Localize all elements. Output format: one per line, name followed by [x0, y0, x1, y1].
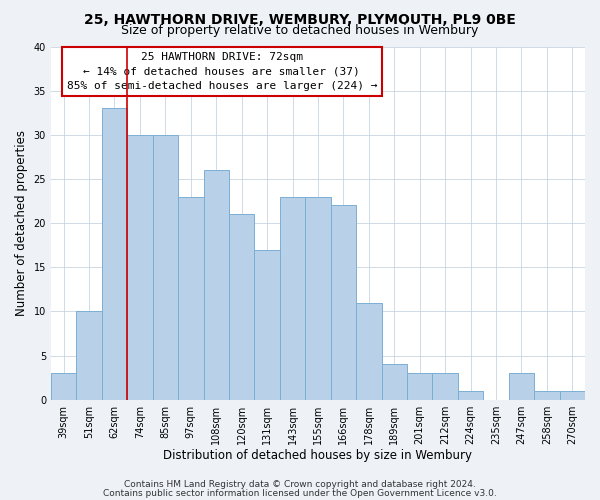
Bar	[51, 373, 76, 400]
Bar	[407, 373, 433, 400]
Text: 25 HAWTHORN DRIVE: 72sqm
← 14% of detached houses are smaller (37)
85% of semi-d: 25 HAWTHORN DRIVE: 72sqm ← 14% of detach…	[67, 52, 377, 92]
Bar	[152, 135, 178, 400]
Bar	[534, 391, 560, 400]
Bar	[280, 196, 305, 400]
Bar	[229, 214, 254, 400]
Bar	[178, 196, 203, 400]
Bar	[254, 250, 280, 400]
Text: 25, HAWTHORN DRIVE, WEMBURY, PLYMOUTH, PL9 0BE: 25, HAWTHORN DRIVE, WEMBURY, PLYMOUTH, P…	[84, 12, 516, 26]
Text: Contains HM Land Registry data © Crown copyright and database right 2024.: Contains HM Land Registry data © Crown c…	[124, 480, 476, 489]
Bar	[509, 373, 534, 400]
Bar	[433, 373, 458, 400]
Bar	[127, 135, 152, 400]
Bar	[102, 108, 127, 400]
Bar	[76, 312, 102, 400]
Bar	[560, 391, 585, 400]
Bar	[331, 206, 356, 400]
Text: Contains public sector information licensed under the Open Government Licence v3: Contains public sector information licen…	[103, 488, 497, 498]
Bar	[458, 391, 483, 400]
Bar	[356, 302, 382, 400]
Bar	[305, 196, 331, 400]
Text: Size of property relative to detached houses in Wembury: Size of property relative to detached ho…	[121, 24, 479, 37]
Bar	[382, 364, 407, 400]
Y-axis label: Number of detached properties: Number of detached properties	[15, 130, 28, 316]
Bar	[203, 170, 229, 400]
X-axis label: Distribution of detached houses by size in Wembury: Distribution of detached houses by size …	[163, 450, 472, 462]
